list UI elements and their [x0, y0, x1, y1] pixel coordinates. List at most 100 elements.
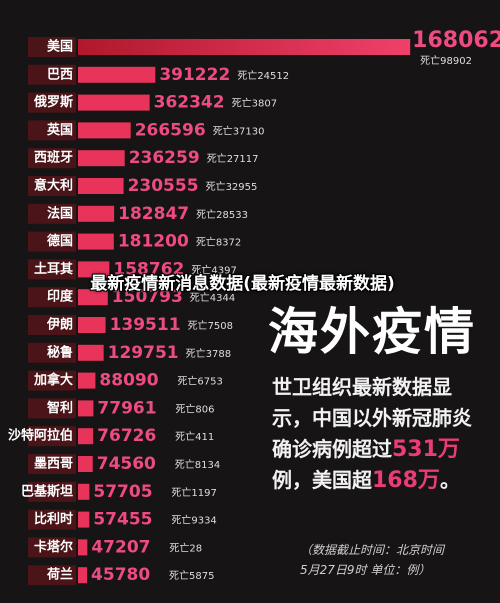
category-label: 墨西哥	[34, 456, 73, 472]
highlight-text: 531万	[392, 437, 460, 462]
value-label: 88090	[99, 371, 158, 391]
death-label: 死亡28	[169, 541, 202, 554]
label-tag	[28, 370, 76, 391]
death-label: 死亡3807	[232, 97, 277, 110]
category-label: 土耳其	[34, 261, 73, 277]
value-label: 150793	[112, 287, 183, 307]
death-prefix: 死亡	[206, 180, 226, 193]
category-label: 伊朗	[46, 317, 73, 333]
footnote-line: （数据截止时间：北京时间	[300, 543, 445, 557]
death-value: 411	[195, 432, 214, 443]
label-tag	[28, 287, 76, 308]
death-prefix: 死亡	[177, 375, 197, 388]
death-label: 死亡9334	[171, 514, 216, 527]
bar	[78, 233, 114, 250]
label-tag	[28, 231, 76, 252]
bar	[78, 94, 150, 111]
bar	[78, 511, 90, 528]
death-value: 28	[189, 543, 202, 554]
value-label: 266596	[135, 120, 206, 140]
category-label: 秘鲁	[47, 344, 73, 360]
death-label: 死亡8134	[175, 458, 220, 471]
death-prefix: 死亡	[171, 514, 191, 527]
bar	[78, 483, 90, 500]
value-label: 230555	[128, 176, 199, 196]
bar	[78, 317, 106, 333]
label-tag	[28, 315, 76, 335]
death-value: 5875	[189, 571, 214, 582]
value-label: 45780	[91, 565, 150, 585]
bar	[78, 344, 104, 361]
death-value: 1197	[191, 488, 216, 499]
label-tag	[28, 259, 76, 280]
bar	[78, 400, 94, 417]
death-value: 37130	[233, 126, 265, 137]
overlay-title: 最新疫情新消息数据(最新疫情最新数据)	[90, 274, 395, 294]
label-tag	[28, 37, 76, 57]
paragraph-text: 。	[439, 468, 460, 492]
death-value: 27117	[227, 154, 259, 165]
death-label: 死亡3788	[186, 347, 231, 360]
death-prefix: 死亡	[196, 236, 216, 249]
value-label: 76726	[97, 426, 156, 446]
bar	[78, 39, 411, 55]
value-label: 57705	[93, 482, 152, 502]
death-label: 死亡5875	[169, 569, 214, 582]
death-value: 6753	[197, 377, 222, 388]
death-value: 806	[195, 404, 214, 415]
death-prefix: 死亡	[213, 124, 233, 137]
bar	[78, 567, 88, 584]
death-value: 4344	[210, 293, 235, 304]
category-label: 加拿大	[33, 372, 73, 388]
death-prefix: 死亡	[207, 152, 227, 165]
death-value: 32955	[226, 182, 258, 193]
value-label: 139511	[110, 315, 181, 335]
paragraph-text: 例，美国超	[272, 468, 372, 492]
bar	[78, 289, 108, 306]
death-label: 死亡4397	[191, 263, 236, 276]
death-prefix: 死亡	[191, 263, 211, 276]
death-prefix: 死亡	[190, 291, 210, 304]
death-prefix: 死亡	[175, 402, 195, 415]
death-value: 8134	[195, 460, 220, 471]
label-tag	[28, 454, 76, 474]
death-prefix: 死亡	[232, 97, 252, 110]
bar	[78, 66, 156, 83]
death-value: 7508	[208, 321, 233, 332]
label-tag	[28, 509, 76, 530]
label-tag	[28, 342, 76, 363]
death-label: 死亡6753	[177, 375, 222, 388]
value-label: 129751	[108, 343, 179, 363]
death-value: 4397	[211, 265, 236, 276]
death-value: 9334	[191, 516, 216, 527]
label-tag	[28, 92, 76, 113]
value-label: 74560	[97, 454, 156, 474]
bar	[78, 539, 88, 556]
bar	[78, 372, 96, 389]
death-label: 死亡1197	[171, 486, 216, 499]
label-tag	[28, 120, 76, 141]
value-label: 181200	[118, 232, 189, 252]
value-label: 182847	[118, 204, 189, 224]
category-label: 美国	[47, 39, 73, 55]
label-tag	[28, 426, 76, 447]
death-value: 3807	[252, 99, 277, 110]
death-label: 死亡24512	[237, 69, 289, 82]
label-tag	[28, 203, 76, 224]
death-value: 3788	[206, 349, 231, 360]
category-label: 英国	[46, 122, 73, 138]
death-prefix: 死亡	[175, 458, 195, 471]
value-label: 47207	[91, 537, 150, 557]
death-value: 24512	[257, 71, 289, 82]
side-title: 海外疫情	[268, 302, 476, 361]
category-label: 法国	[47, 205, 73, 221]
bar	[78, 122, 131, 139]
highlight-text: 168万	[372, 468, 440, 493]
death-label: 死亡8372	[196, 236, 241, 249]
death-value: 8372	[216, 238, 241, 249]
category-label: 德国	[47, 233, 73, 249]
footnote-line: 5月27日9时 单位：例）	[300, 563, 431, 577]
label-tag	[28, 398, 76, 419]
